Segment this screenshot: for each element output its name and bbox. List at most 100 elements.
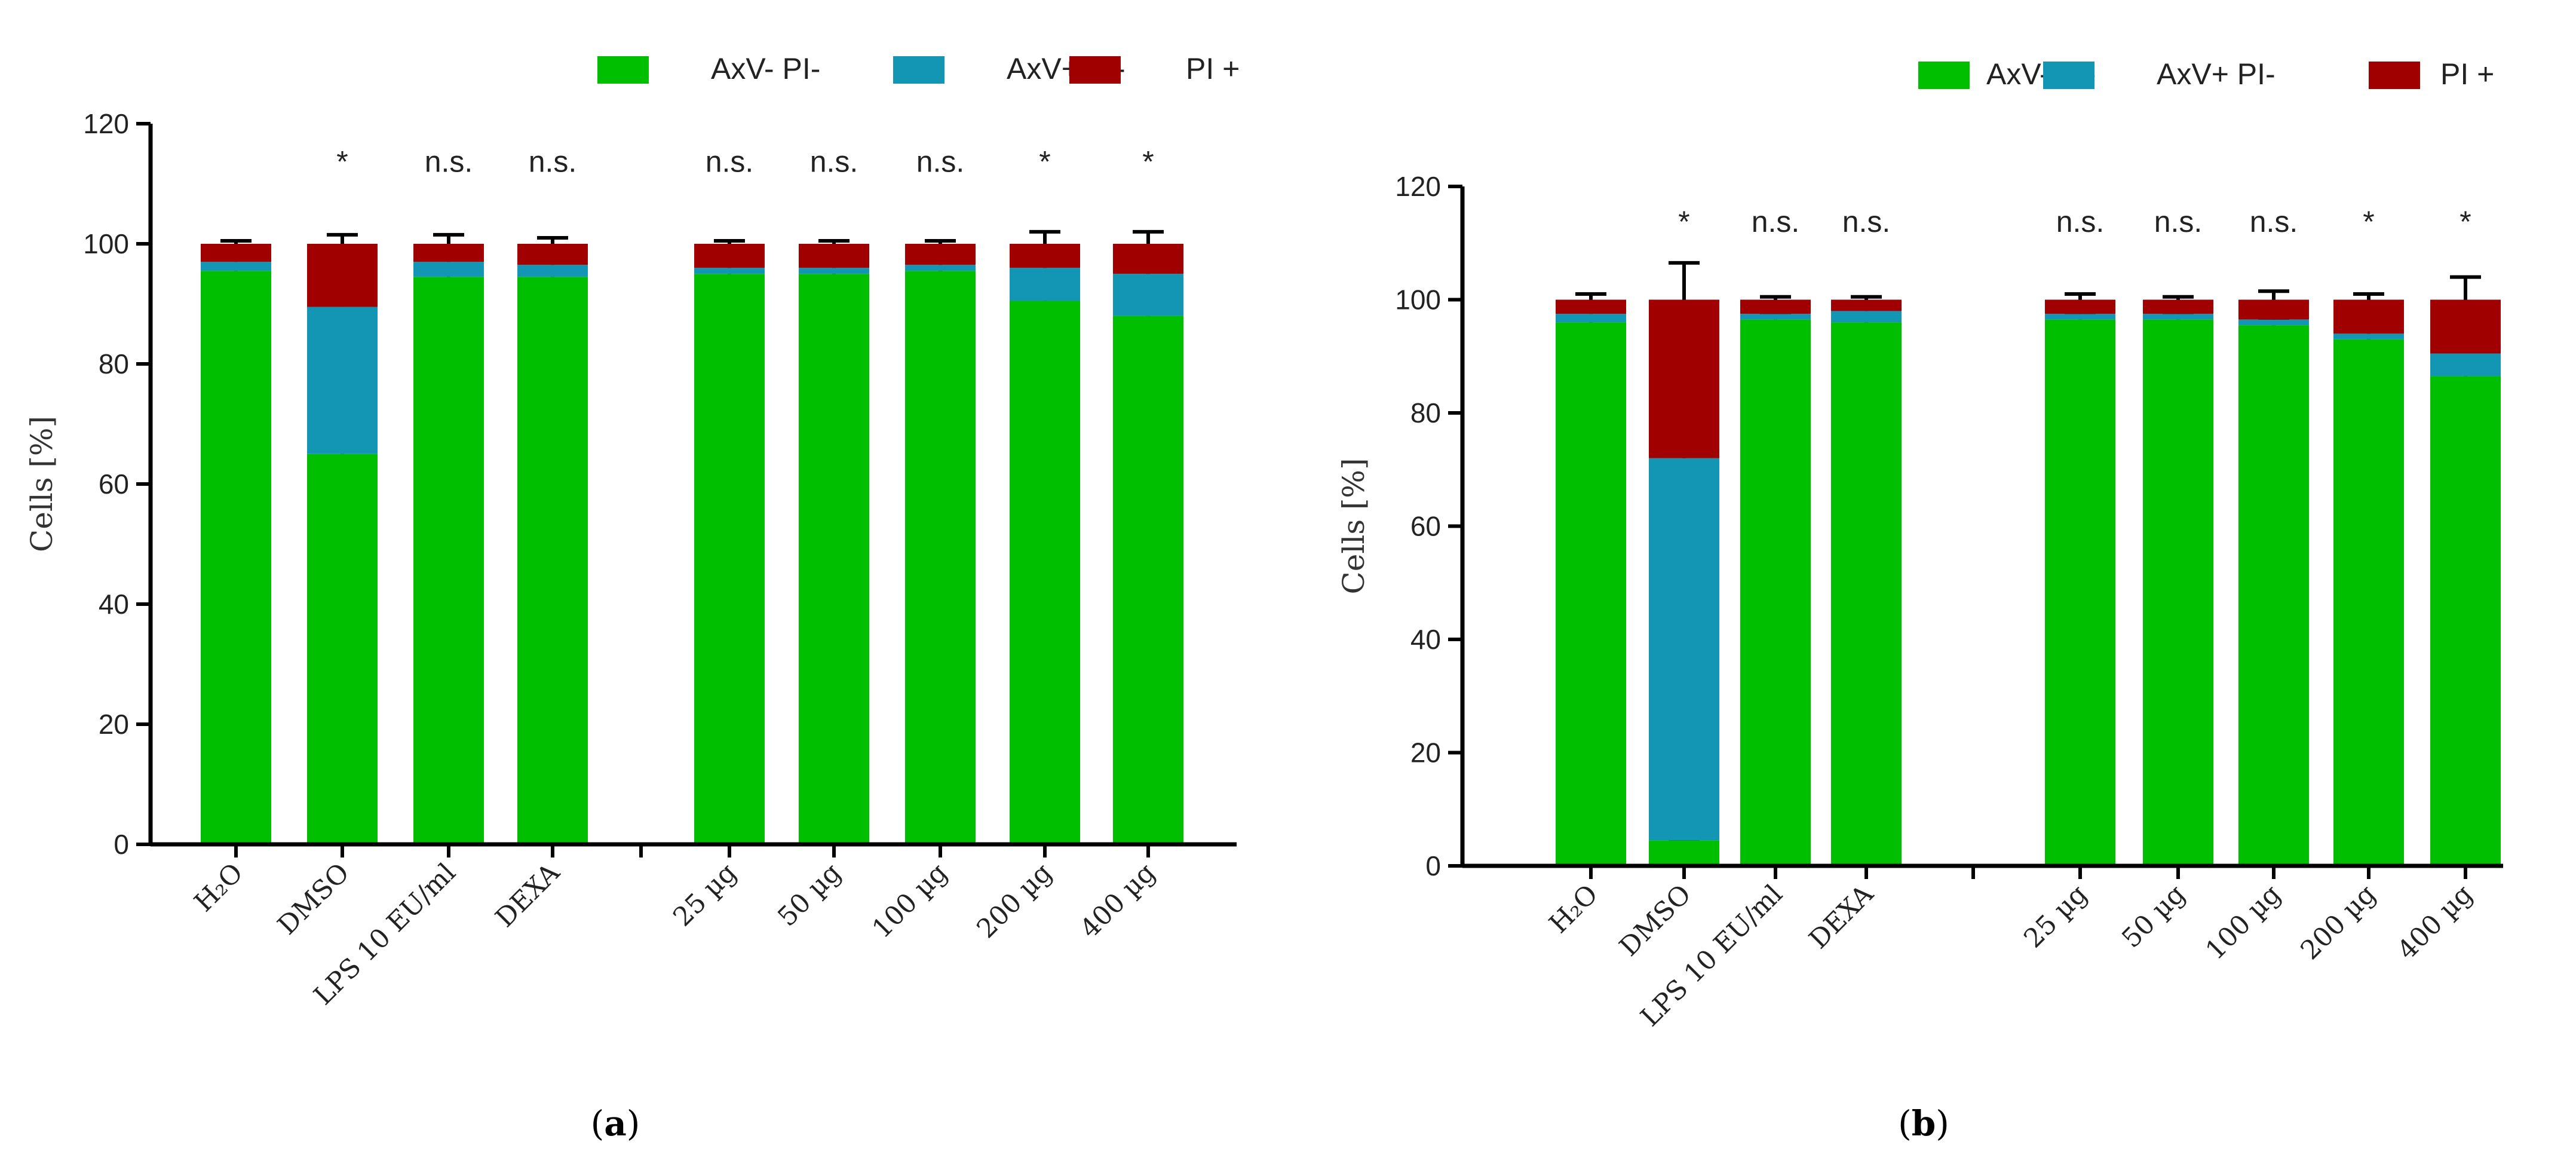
- error-bar-2-5: [2163, 295, 2194, 300]
- y-tick-label-2: 40: [99, 589, 129, 620]
- error-bar-2-4: [2065, 292, 2096, 300]
- bar-axv-pi--5: [2143, 314, 2213, 320]
- category-label-4: 25 µg: [667, 858, 743, 933]
- bar-pi--7: [2333, 299, 2404, 334]
- error-bar-2-1: [1669, 261, 1700, 300]
- legend-swatch-1: [2043, 62, 2094, 89]
- bar-pi--7: [1010, 244, 1080, 268]
- significance-label-8: *: [1142, 145, 1154, 178]
- bar-axv-pi--3: [1831, 311, 1902, 323]
- bar-axv-pi--0: [201, 262, 271, 271]
- bar-axv-pi--5: [799, 268, 869, 274]
- significance-label-2: n.s.: [425, 145, 473, 178]
- panel-label-letter: a: [604, 1103, 627, 1144]
- category-label-1: DMSO: [272, 858, 355, 941]
- y-tick-label-3: 60: [1410, 511, 1441, 542]
- bar-axv-pi--8: [2430, 376, 2501, 866]
- y-tick-label-5: 100: [83, 228, 129, 259]
- error-bar-2-1: [327, 232, 358, 244]
- significance-label-7: *: [2363, 205, 2374, 238]
- bar-axv-pi--2: [413, 262, 484, 277]
- bar-axv-pi--0: [1556, 322, 1626, 866]
- error-bar-2-3: [537, 235, 568, 244]
- category-label-7: 200 µg: [971, 858, 1057, 944]
- significance-label-5: n.s.: [2154, 205, 2203, 238]
- bar-axv-pi--2: [1740, 314, 1811, 320]
- legend-label-2: PI +: [1186, 52, 1240, 85]
- bar-axv-pi--0: [201, 271, 271, 845]
- y-tick-label-3: 60: [99, 468, 129, 500]
- y-tick-label-1: 20: [99, 709, 129, 740]
- legend-swatch-2: [1069, 56, 1121, 84]
- y-tick-label-6: 120: [83, 108, 129, 139]
- bar-axv-pi--8: [1113, 274, 1183, 316]
- y-tick-label-2: 40: [1410, 624, 1441, 655]
- category-label-6: 100 µg: [866, 858, 953, 944]
- legend-swatch-2: [2369, 62, 2420, 89]
- bar-axv-pi--3: [517, 265, 588, 277]
- panel-label-open-paren: (: [1898, 1103, 1912, 1144]
- bar-axv-pi--8: [2430, 353, 2501, 376]
- bar-pi--0: [201, 244, 271, 262]
- error-bar-2-7: [1029, 229, 1060, 244]
- bar-pi--2: [1740, 299, 1811, 314]
- panel-label: (a): [591, 1103, 640, 1144]
- y-axis-label: Cells [%]: [1336, 458, 1371, 595]
- legend-label-0: AxV- PI-: [711, 52, 820, 85]
- error-bar-2-6: [925, 238, 956, 244]
- category-label-1: DMSO: [1614, 879, 1697, 963]
- y-axis-label: Cells [%]: [24, 416, 59, 552]
- category-label-0: H₂O: [189, 858, 249, 918]
- bar-axv-pi--1: [307, 454, 378, 844]
- category-label-7: 200 µg: [2295, 879, 2381, 966]
- legend-swatch-0: [597, 56, 649, 84]
- bar-axv-pi--7: [2333, 333, 2404, 339]
- bar-pi--8: [2430, 299, 2501, 354]
- panel-label-close-paren: ): [1936, 1103, 1949, 1144]
- significance-label-1: *: [1678, 205, 1689, 238]
- y-tick-label-5: 100: [1395, 284, 1441, 316]
- significance-label-2: n.s.: [1752, 205, 1800, 238]
- bar-axv-pi--4: [694, 274, 765, 844]
- bar-axv-pi--6: [2238, 325, 2309, 866]
- error-bar-2-0: [1575, 292, 1606, 300]
- bar-axv-pi--6: [905, 265, 976, 271]
- significance-label-6: n.s.: [916, 145, 965, 178]
- bar-axv-pi--7: [1010, 268, 1080, 301]
- bar-axv-pi--1: [1649, 840, 1719, 866]
- category-label-3: DEXA: [490, 857, 566, 933]
- error-bar-2-8: [2450, 275, 2481, 300]
- bar-axv-pi--2: [1740, 319, 1811, 866]
- bar-axv-pi--4: [2045, 319, 2115, 866]
- y-tick-label-1: 20: [1410, 737, 1441, 768]
- bar-axv-pi--2: [413, 277, 484, 844]
- category-label-8: 400 µg: [2391, 879, 2478, 966]
- significance-label-8: *: [2460, 205, 2471, 238]
- y-tick-label-6: 120: [1395, 171, 1441, 202]
- significance-label-7: *: [1039, 145, 1050, 178]
- y-tick-label-4: 80: [99, 348, 129, 379]
- bar-axv-pi--6: [2238, 319, 2309, 326]
- significance-label-4: n.s.: [2056, 205, 2105, 238]
- panel-label: (b): [1898, 1103, 1949, 1144]
- bar-pi--8: [1113, 244, 1183, 274]
- category-label-0: H₂O: [1544, 879, 1604, 939]
- error-bar-2-7: [2353, 292, 2384, 300]
- error-bar-2-8: [1133, 229, 1164, 244]
- bar-axv-pi--0: [1556, 314, 1626, 323]
- bar-pi--0: [1556, 299, 1626, 314]
- bar-pi--1: [1649, 299, 1719, 458]
- bar-pi--6: [905, 244, 976, 265]
- bar-axv-pi--5: [2143, 319, 2213, 866]
- category-label-5: 50 µg: [2116, 879, 2191, 954]
- panel-label-open-paren: (: [591, 1103, 605, 1144]
- error-bar-2-6: [2258, 289, 2289, 300]
- bar-axv-pi--4: [2045, 314, 2115, 320]
- bar-axv-pi--3: [1831, 322, 1902, 866]
- bar-axv-pi--7: [1010, 301, 1080, 845]
- legend-swatch-1: [893, 56, 944, 84]
- bar-axv-pi--3: [517, 277, 588, 844]
- bar-pi--6: [2238, 299, 2309, 320]
